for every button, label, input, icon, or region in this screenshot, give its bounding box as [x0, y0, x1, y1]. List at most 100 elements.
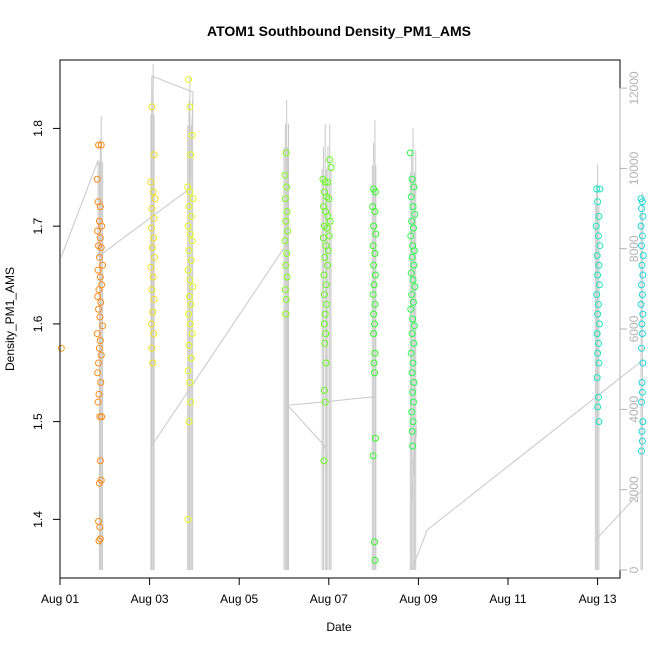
- spike-lines: [98, 64, 643, 570]
- y2-tick-label: 8000: [627, 235, 641, 262]
- data-point: [320, 457, 328, 465]
- data-point: [95, 141, 103, 149]
- data-point: [282, 310, 290, 318]
- data-point: [593, 374, 601, 382]
- data-point: [323, 261, 331, 269]
- data-point: [96, 273, 104, 281]
- data-point: [186, 188, 194, 196]
- data-point: [281, 237, 289, 245]
- data-point: [94, 293, 102, 301]
- data-point: [98, 413, 106, 421]
- x-tick-label: Aug 13: [579, 592, 617, 606]
- data-point: [94, 266, 102, 274]
- trace-line: [411, 360, 642, 571]
- data-point: [638, 388, 646, 396]
- data-point: [595, 281, 603, 289]
- data-point: [95, 344, 103, 352]
- data-point: [371, 434, 379, 442]
- data-point: [147, 263, 155, 271]
- y2-tick-label: 2000: [627, 476, 641, 503]
- data-point: [639, 310, 647, 318]
- data-point: [147, 320, 155, 328]
- data-point: [595, 418, 603, 426]
- data-point: [321, 178, 329, 186]
- data-point: [320, 320, 328, 328]
- data-point: [639, 251, 647, 259]
- y-tick-label: 1.8: [31, 120, 45, 137]
- data-point: [370, 359, 378, 367]
- data-point: [370, 222, 378, 230]
- data-point: [595, 212, 603, 220]
- data-point: [369, 242, 377, 250]
- data-point: [409, 298, 417, 306]
- data-point: [282, 217, 290, 225]
- data-point: [410, 339, 418, 347]
- data-point: [408, 330, 416, 338]
- data-point: [185, 76, 193, 84]
- data-point: [96, 203, 104, 211]
- data-point: [282, 295, 290, 303]
- trace-line: [151, 244, 287, 446]
- data-point: [321, 398, 329, 406]
- data-point: [370, 261, 378, 269]
- data-point: [638, 379, 646, 387]
- data-point: [186, 276, 194, 284]
- y-tick-label: 1.5: [31, 413, 45, 430]
- data-point: [188, 330, 196, 338]
- data-point: [97, 244, 105, 252]
- data-point: [149, 308, 157, 316]
- data-point: [409, 359, 417, 367]
- data-point: [97, 298, 105, 306]
- data-point: [407, 349, 415, 357]
- data-point: [321, 253, 329, 261]
- data-point: [283, 250, 291, 258]
- data-point: [407, 305, 415, 313]
- data-point: [96, 535, 104, 543]
- data-point: [638, 205, 646, 213]
- data-point: [281, 171, 289, 179]
- data-point: [151, 253, 159, 261]
- data-point: [371, 300, 379, 308]
- data-point: [188, 131, 196, 139]
- data-point: [326, 217, 334, 225]
- x-tick-label: Aug 03: [131, 592, 169, 606]
- data-point: [638, 320, 646, 328]
- data-point: [319, 234, 327, 242]
- data-point: [409, 388, 417, 396]
- data-point: [371, 556, 379, 564]
- y2-axis: 0 2000 4000 6000 8000 10000 12000: [619, 71, 641, 573]
- data-point: [323, 300, 331, 308]
- data-point: [408, 253, 416, 261]
- data-point: [410, 183, 418, 191]
- data-point: [322, 359, 330, 367]
- data-point: [594, 403, 602, 411]
- y2-tick-label: 0: [627, 566, 641, 573]
- data-point: [149, 359, 157, 367]
- data-point: [409, 442, 417, 450]
- data-point: [324, 178, 332, 186]
- data-point: [594, 339, 602, 347]
- data-point: [187, 398, 195, 406]
- data-point: [371, 271, 379, 279]
- data-point: [321, 339, 329, 347]
- data-point: [595, 320, 603, 328]
- x-tick-label: Aug 09: [399, 592, 437, 606]
- data-point: [369, 452, 377, 460]
- data-point: [94, 369, 102, 377]
- data-point: [150, 214, 158, 222]
- data-point: [150, 330, 158, 338]
- data-point: [593, 251, 601, 259]
- data-point: [189, 283, 197, 291]
- data-point: [150, 295, 158, 303]
- data-point: [99, 322, 107, 330]
- data-point: [638, 291, 646, 299]
- data-point: [151, 195, 159, 203]
- data-point: [370, 538, 378, 546]
- data-point: [410, 261, 418, 269]
- data-point: [189, 195, 197, 203]
- data-point: [185, 341, 193, 349]
- data-point: [409, 242, 417, 250]
- data-point: [593, 185, 601, 193]
- data-point: [408, 427, 416, 435]
